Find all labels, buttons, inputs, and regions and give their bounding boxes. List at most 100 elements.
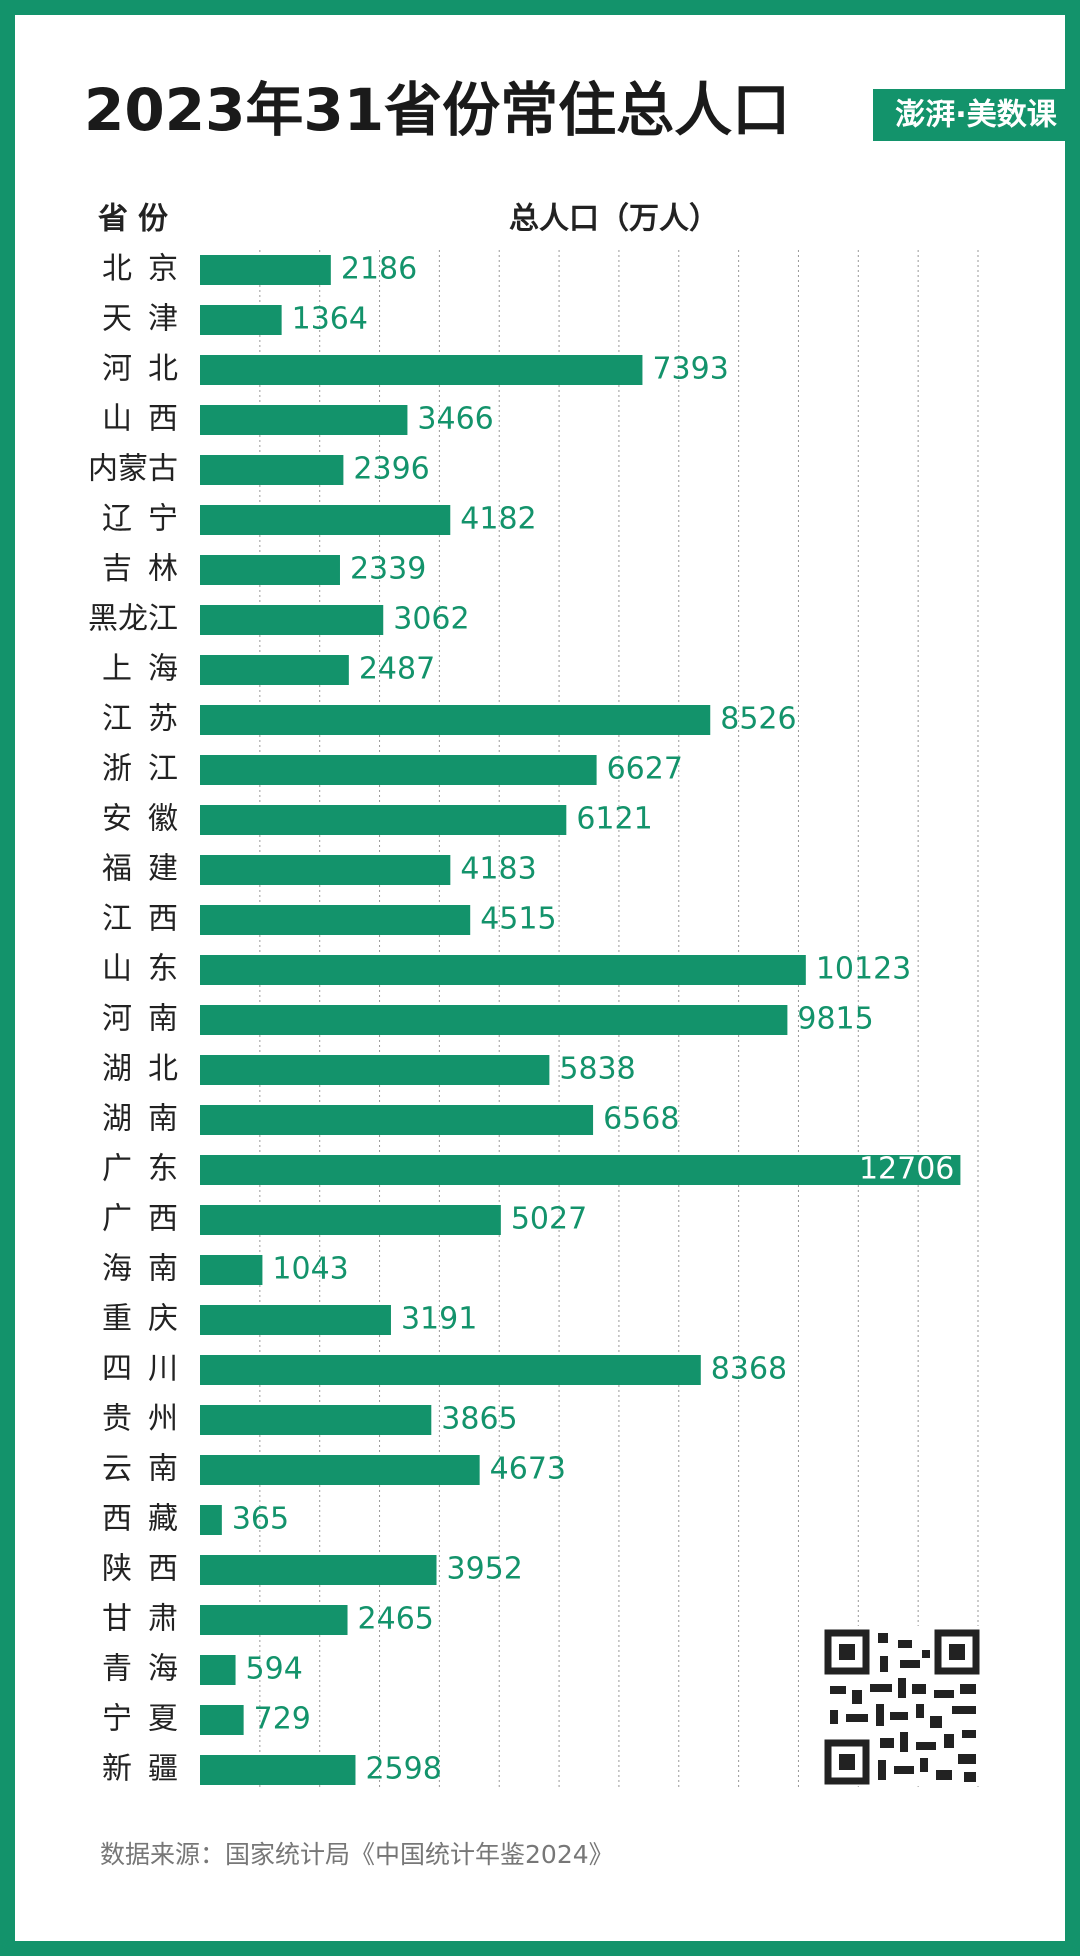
bar — [200, 1405, 432, 1435]
category-label: 江苏 — [102, 702, 194, 737]
category-label: 河南 — [102, 1002, 194, 1037]
category-label: 辽宁 — [102, 502, 194, 537]
value-label: 4673 — [490, 1452, 566, 1487]
category-label: 山东 — [102, 952, 194, 987]
category-label: 内蒙古 — [88, 452, 178, 487]
bar — [200, 405, 408, 435]
category-label: 云南 — [102, 1452, 194, 1487]
value-label: 9815 — [797, 1002, 873, 1037]
category-label: 贵州 — [102, 1402, 194, 1437]
value-label: 5027 — [511, 1202, 587, 1237]
category-label: 新疆 — [102, 1752, 194, 1787]
value-label: 4182 — [460, 502, 536, 537]
category-label: 山西 — [102, 402, 194, 437]
category-header: 省份 — [98, 202, 178, 237]
value-label: 1043 — [272, 1252, 348, 1287]
category-label: 青海 — [102, 1652, 194, 1687]
logo: 澎湃·美数课 — [895, 98, 1057, 133]
value-label: 7393 — [652, 352, 728, 387]
value-label: 3865 — [441, 1402, 517, 1437]
category-label: 海南 — [102, 1252, 194, 1287]
category-label: 湖南 — [102, 1102, 194, 1137]
category-label: 上海 — [102, 652, 194, 687]
bar — [200, 1305, 391, 1335]
category-label: 浙江 — [102, 752, 194, 787]
category-label: 西藏 — [102, 1502, 194, 1537]
bar — [200, 755, 597, 785]
bar — [200, 1505, 222, 1535]
category-label: 福建 — [102, 852, 194, 887]
category-label: 江西 — [102, 902, 194, 937]
value-label: 729 — [254, 1702, 311, 1737]
value-label: 365 — [232, 1502, 289, 1537]
value-label: 8368 — [711, 1352, 787, 1387]
category-label: 黑龙江 — [88, 602, 178, 637]
value-label: 12706 — [859, 1152, 954, 1187]
category-label: 河北 — [102, 352, 194, 387]
value-label: 6121 — [576, 802, 652, 837]
chart-title: 2023年31省份常住总人口 — [84, 76, 790, 144]
bar — [200, 1205, 501, 1235]
value-label: 6568 — [603, 1102, 679, 1137]
value-label: 2339 — [350, 552, 426, 587]
category-label: 北京 — [102, 252, 194, 287]
bar — [200, 1705, 244, 1735]
value-label: 2465 — [358, 1602, 434, 1637]
bar — [200, 1155, 961, 1185]
bar — [200, 855, 451, 885]
value-label: 3466 — [417, 402, 493, 437]
value-label: 594 — [246, 1652, 303, 1687]
bar — [200, 805, 567, 835]
bar — [200, 1455, 480, 1485]
value-label: 2487 — [359, 652, 435, 687]
category-label: 重庆 — [102, 1302, 194, 1337]
bar — [200, 305, 282, 335]
bar — [200, 1555, 437, 1585]
category-label: 甘肃 — [102, 1602, 194, 1637]
bar — [200, 1355, 701, 1385]
bar — [200, 605, 384, 635]
value-label: 10123 — [816, 952, 911, 987]
category-label: 广东 — [102, 1152, 194, 1187]
value-label: 5838 — [559, 1052, 635, 1087]
bar — [200, 905, 471, 935]
bar — [200, 1005, 788, 1035]
category-label: 陕西 — [102, 1552, 194, 1587]
bars: 北京 2186 天津 1364 河北 7393 山西 3466 内蒙古 2396 辽宁 4182 吉林 2… — [88, 252, 961, 1787]
bar — [200, 1605, 348, 1635]
value-label: 8526 — [720, 702, 796, 737]
category-label: 湖北 — [102, 1052, 194, 1087]
bar — [200, 505, 451, 535]
value-label: 6627 — [607, 752, 683, 787]
value-label: 4183 — [460, 852, 536, 887]
value-label: 3062 — [393, 602, 469, 637]
bar — [200, 655, 349, 685]
source: 数据来源：国家统计局《中国统计年鉴2024》 — [100, 1840, 614, 1869]
category-label: 四川 — [102, 1352, 194, 1387]
bar — [200, 705, 711, 735]
value-label: 2396 — [353, 452, 429, 487]
value-label: 1364 — [292, 302, 368, 337]
value-label: 2186 — [341, 252, 417, 287]
value-header: 总人口（万人） — [509, 202, 719, 237]
bar — [200, 1105, 594, 1135]
bar — [200, 955, 806, 985]
qr-code — [822, 1626, 982, 1786]
category-label: 天津 — [102, 302, 194, 337]
value-label: 3191 — [401, 1302, 477, 1337]
bar — [200, 555, 340, 585]
bar — [200, 255, 331, 285]
bar — [200, 1755, 356, 1785]
category-label: 安徽 — [102, 802, 194, 837]
logo-box — [873, 89, 1080, 141]
bar — [200, 355, 643, 385]
bar — [200, 1055, 550, 1085]
bar — [200, 1655, 236, 1685]
bar — [200, 1255, 263, 1285]
category-label: 广西 — [102, 1202, 194, 1237]
value-label: 4515 — [480, 902, 556, 937]
bar — [200, 455, 344, 485]
category-label: 宁夏 — [102, 1702, 194, 1737]
value-label: 2598 — [365, 1752, 441, 1787]
